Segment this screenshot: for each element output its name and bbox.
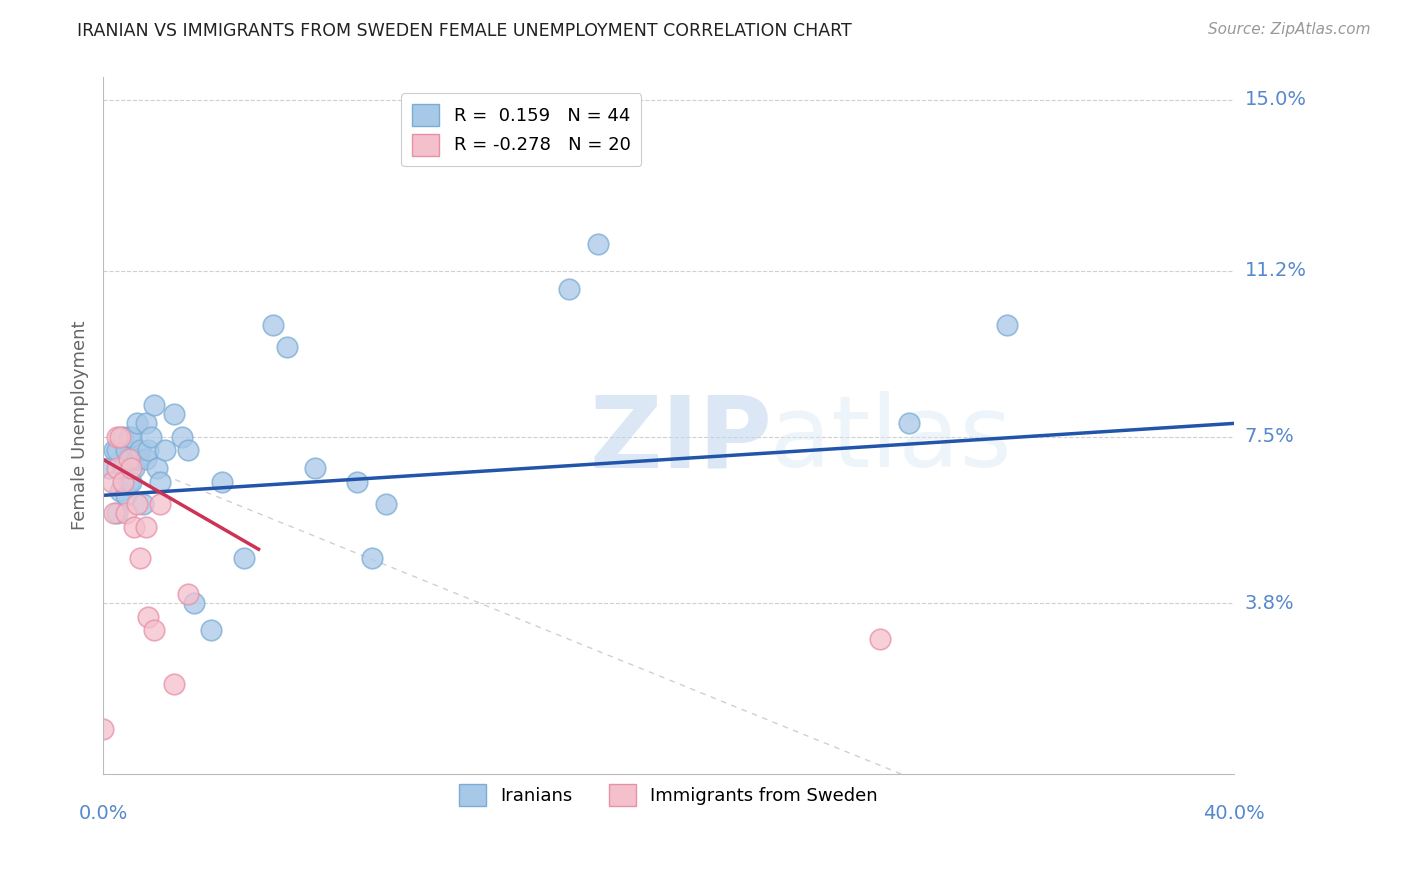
Point — [869, 632, 891, 647]
Point — [897, 417, 920, 431]
Point — [111, 430, 134, 444]
Point — [105, 506, 128, 520]
Point — [138, 443, 160, 458]
Point — [149, 475, 172, 489]
Point — [276, 340, 298, 354]
Point — [558, 282, 581, 296]
Point — [211, 475, 233, 489]
Text: atlas: atlas — [770, 391, 1012, 488]
Text: 15.0%: 15.0% — [1244, 90, 1306, 110]
Point — [114, 506, 136, 520]
Point — [120, 475, 142, 489]
Point — [117, 430, 139, 444]
Point — [143, 399, 166, 413]
Text: 40.0%: 40.0% — [1202, 805, 1264, 823]
Point — [177, 587, 200, 601]
Point — [128, 443, 150, 458]
Point — [172, 430, 194, 444]
Text: IRANIAN VS IMMIGRANTS FROM SWEDEN FEMALE UNEMPLOYMENT CORRELATION CHART: IRANIAN VS IMMIGRANTS FROM SWEDEN FEMALE… — [77, 22, 852, 40]
Point — [105, 430, 128, 444]
Text: 3.8%: 3.8% — [1244, 594, 1295, 613]
Point — [111, 475, 134, 489]
Point — [131, 497, 153, 511]
Point — [141, 430, 163, 444]
Point — [103, 443, 125, 458]
Point — [163, 677, 186, 691]
Point — [91, 722, 114, 736]
Point — [128, 551, 150, 566]
Point — [117, 452, 139, 467]
Point — [586, 236, 609, 251]
Point — [262, 318, 284, 332]
Point — [120, 461, 142, 475]
Point — [360, 551, 382, 566]
Point — [138, 609, 160, 624]
Point — [134, 417, 156, 431]
Point — [120, 452, 142, 467]
Point — [134, 520, 156, 534]
Point — [117, 475, 139, 489]
Point — [177, 443, 200, 458]
Y-axis label: Female Unemployment: Female Unemployment — [72, 321, 89, 531]
Point — [134, 452, 156, 467]
Point — [374, 497, 396, 511]
Point — [125, 497, 148, 511]
Point — [122, 520, 145, 534]
Point — [111, 461, 134, 475]
Point — [155, 443, 177, 458]
Point — [114, 443, 136, 458]
Point — [100, 475, 122, 489]
Point — [125, 452, 148, 467]
Point — [120, 430, 142, 444]
Text: 11.2%: 11.2% — [1244, 261, 1306, 280]
Point — [103, 506, 125, 520]
Point — [304, 461, 326, 475]
Point — [97, 461, 120, 475]
Text: 0.0%: 0.0% — [79, 805, 128, 823]
Point — [108, 483, 131, 498]
Point — [105, 443, 128, 458]
Point — [200, 623, 222, 637]
Point — [163, 408, 186, 422]
Text: Source: ZipAtlas.com: Source: ZipAtlas.com — [1208, 22, 1371, 37]
Legend: Iranians, Immigrants from Sweden: Iranians, Immigrants from Sweden — [451, 777, 884, 814]
Point — [183, 596, 205, 610]
Point — [149, 497, 172, 511]
Point — [997, 318, 1019, 332]
Text: ZIP: ZIP — [589, 391, 772, 488]
Point — [114, 488, 136, 502]
Point — [122, 461, 145, 475]
Point — [146, 461, 169, 475]
Point — [143, 623, 166, 637]
Point — [105, 461, 128, 475]
Point — [346, 475, 368, 489]
Point — [108, 430, 131, 444]
Point — [233, 551, 256, 566]
Point — [125, 417, 148, 431]
Text: 7.5%: 7.5% — [1244, 427, 1295, 446]
